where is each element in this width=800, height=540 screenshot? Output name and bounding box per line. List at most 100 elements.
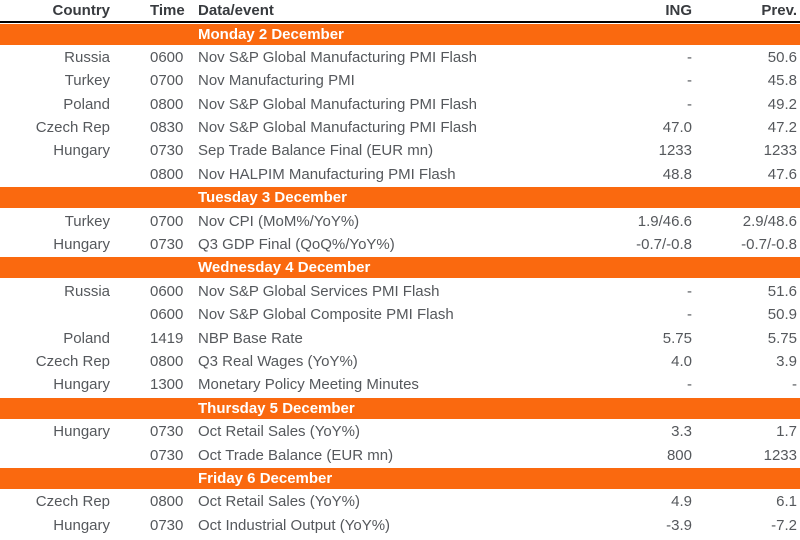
cell-country: Czech Rep (35, 352, 110, 370)
cell-previous: -0.7/-0.8 (741, 236, 797, 254)
day-section-label: Friday 6 December (198, 469, 333, 487)
cell-previous: 5.75 (767, 329, 797, 347)
cell-time: 0600 (150, 282, 184, 300)
day-section-label: Thursday 5 December (198, 399, 355, 417)
cell-country: Hungary (53, 236, 110, 254)
cell-time: 0730 (150, 236, 184, 254)
cell-data-event: Nov S&P Global Manufacturing PMI Flash (198, 48, 478, 66)
cell-country: Hungary (53, 423, 110, 441)
cell-previous: 1233 (763, 142, 797, 160)
cell-ing-forecast: 800 (666, 446, 692, 464)
cell-previous: 2.9/48.6 (742, 212, 797, 230)
column-header-ing-forecast: ING (665, 2, 692, 19)
cell-previous: 47.6 (767, 165, 797, 183)
day-section-row: Thursday 5 December (0, 397, 800, 420)
table-row: Czech Rep 0800 Q3 Real Wages (YoY%) 4.0 … (0, 350, 800, 373)
cell-data-event: Nov Manufacturing PMI (198, 72, 355, 90)
cell-previous: 49.2 (767, 95, 797, 113)
table-row: Hungary 0730 Oct Industrial Output (YoY%… (0, 514, 800, 537)
cell-ing-forecast: - (687, 95, 692, 113)
cell-time: 0700 (150, 212, 184, 230)
table-row: Poland 1419 NBP Base Rate 5.75 5.75 (0, 327, 800, 350)
cell-time: 0800 (150, 493, 184, 511)
cell-country: Czech Rep (35, 493, 110, 511)
cell-previous: 51.6 (767, 282, 797, 300)
cell-data-event: Oct Retail Sales (YoY%) (198, 423, 361, 441)
cell-time: 0730 (150, 142, 184, 160)
cell-ing-forecast: - (687, 48, 692, 66)
table-row: Poland 0800 Nov S&P Global Manufacturing… (0, 93, 800, 116)
cell-previous: -7.2 (771, 516, 797, 534)
cell-country: Russia (64, 48, 110, 66)
cell-previous: 1233 (763, 446, 797, 464)
cell-previous: 47.2 (767, 119, 797, 137)
day-section-row: Friday 6 December (0, 467, 800, 490)
cell-ing-forecast: -0.7/-0.8 (636, 236, 692, 254)
cell-ing-forecast: -3.9 (666, 516, 692, 534)
table-row: Russia 0600 Nov S&P Global Manufacturing… (0, 46, 800, 69)
cell-ing-forecast: - (687, 376, 692, 394)
cell-data-event: NBP Base Rate (198, 329, 303, 347)
column-header-data-event: Data/event (198, 2, 274, 19)
cell-country: Czech Rep (35, 119, 110, 137)
cell-country: Hungary (53, 142, 110, 160)
day-section-banner: Friday 6 December (0, 467, 800, 489)
cell-time: 0600 (150, 306, 184, 324)
cell-data-event: Nov S&P Global Composite PMI Flash (198, 306, 454, 324)
cell-country: Poland (63, 329, 110, 347)
day-section-label: Tuesday 3 December (198, 189, 347, 207)
cell-time: 0730 (150, 423, 184, 441)
table-row: Czech Rep 0830 Nov S&P Global Manufactur… (0, 116, 800, 139)
cell-ing-forecast: 48.8 (662, 165, 692, 183)
cell-ing-forecast: - (687, 306, 692, 324)
column-header-previous: Prev. (761, 2, 797, 19)
cell-previous: 3.9 (776, 352, 797, 370)
cell-data-event: Nov CPI (MoM%/YoY%) (198, 212, 360, 230)
cell-ing-forecast: 5.75 (662, 329, 692, 347)
cell-country: Poland (63, 95, 110, 113)
cell-data-event: Nov HALPIM Manufacturing PMI Flash (198, 165, 456, 183)
table-row: Hungary 1300 Monetary Policy Meeting Min… (0, 373, 800, 396)
calendar-table-body: Monday 2 December Russia 0600 Nov S&P Gl… (0, 23, 800, 538)
table-row: Hungary 0730 Q3 GDP Final (QoQ%/YoY%) -0… (0, 233, 800, 256)
cell-ing-forecast: 47.0 (662, 119, 692, 137)
cell-previous: 45.8 (767, 72, 797, 90)
cell-country: Russia (64, 282, 110, 300)
cell-previous: 6.1 (776, 493, 797, 511)
day-section-banner: Wednesday 4 December (0, 257, 800, 279)
cell-ing-forecast: 4.9 (671, 493, 692, 511)
table-row: Hungary 0730 Sep Trade Balance Final (EU… (0, 139, 800, 162)
cell-data-event: Oct Industrial Output (YoY%) (198, 516, 391, 534)
cell-time: 0700 (150, 72, 184, 90)
day-section-banner: Tuesday 3 December (0, 187, 800, 209)
cell-previous: 50.6 (767, 48, 797, 66)
cell-ing-forecast: - (687, 72, 692, 90)
cell-data-event: Oct Trade Balance (EUR mn) (198, 446, 394, 464)
table-row: 0730 Oct Trade Balance (EUR mn) 800 1233 (0, 444, 800, 467)
cell-time: 0800 (150, 352, 184, 370)
cell-ing-forecast: 4.0 (671, 352, 692, 370)
cell-ing-forecast: 1.9/46.6 (637, 212, 692, 230)
table-row: Czech Rep 0800 Oct Retail Sales (YoY%) 4… (0, 490, 800, 513)
cell-previous: 50.9 (767, 306, 797, 324)
cell-country: Turkey (64, 212, 110, 230)
table-row: Turkey 0700 Nov Manufacturing PMI - 45.8 (0, 69, 800, 92)
cell-data-event: Nov S&P Global Services PMI Flash (198, 282, 440, 300)
table-row: Turkey 0700 Nov CPI (MoM%/YoY%) 1.9/46.6… (0, 210, 800, 233)
table-row: Hungary 0730 Oct Retail Sales (YoY%) 3.3… (0, 420, 800, 443)
cell-time: 0800 (150, 95, 184, 113)
cell-country: Hungary (53, 516, 110, 534)
cell-ing-forecast: 3.3 (671, 423, 692, 441)
cell-time: 0600 (150, 48, 184, 66)
cell-previous: 1.7 (776, 423, 797, 441)
cell-time: 1300 (150, 376, 184, 394)
cell-time: 1419 (150, 329, 184, 347)
cell-time: 0730 (150, 446, 184, 464)
cell-time: 0730 (150, 516, 184, 534)
day-section-label: Monday 2 December (198, 25, 344, 43)
table-row: 0600 Nov S&P Global Composite PMI Flash … (0, 303, 800, 326)
day-section-label: Wednesday 4 December (198, 259, 371, 277)
day-section-row: Tuesday 3 December (0, 186, 800, 209)
cell-country: Turkey (64, 72, 110, 90)
cell-ing-forecast: - (687, 282, 692, 300)
